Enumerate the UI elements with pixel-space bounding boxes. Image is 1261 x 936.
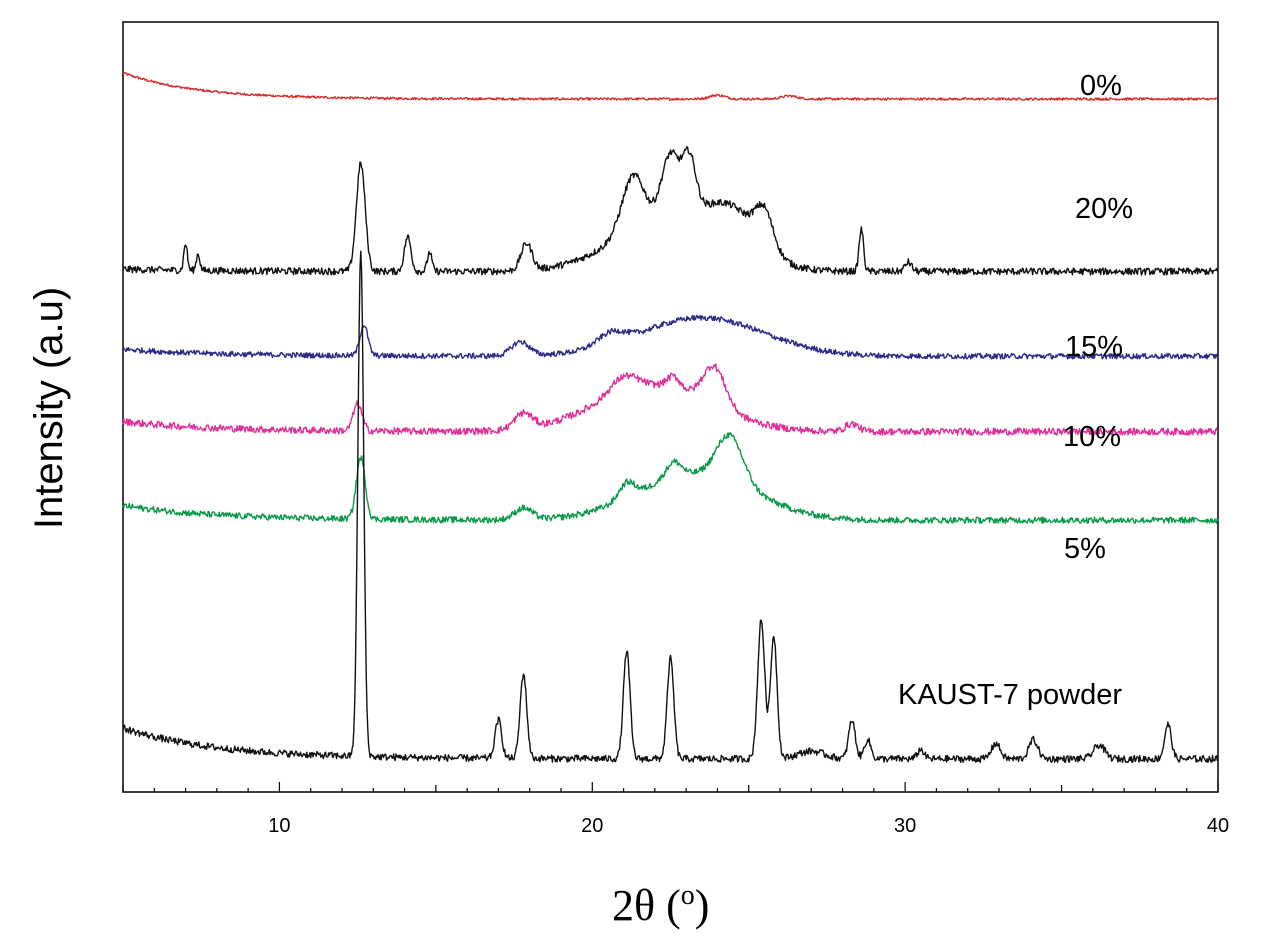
- x-axis-label: 2θ (o): [612, 880, 709, 930]
- plot-frame: [122, 21, 1219, 793]
- x-tick-label: 20: [581, 815, 603, 837]
- series-line-0: [122, 71, 1219, 101]
- series-label-4: 5%: [1064, 533, 1106, 565]
- series-label-2: 15%: [1065, 331, 1123, 363]
- series-label-1: 20%: [1075, 193, 1133, 225]
- series-line-5: [122, 250, 1219, 764]
- x-axis-label-main: 2θ (: [612, 881, 681, 930]
- series-labels: 0% 20% 15% 10% 5% KAUST-7 powder: [898, 70, 1133, 711]
- x-axis-label-sup: o: [681, 880, 695, 911]
- series-line-4: [122, 432, 1219, 524]
- x-tick-label: 30: [894, 815, 916, 837]
- y-axis-label: Intensity (a.u): [27, 287, 71, 529]
- series-label-0: 0%: [1080, 70, 1122, 102]
- x-tick-label: 40: [1207, 815, 1229, 837]
- x-tick-label: 10: [268, 815, 290, 837]
- x-ticks: 10 20 30 40: [122, 782, 1229, 837]
- series-label-3: 10%: [1063, 421, 1121, 453]
- x-axis-label-close: ): [695, 881, 710, 930]
- series-line-1: [122, 145, 1219, 276]
- series-label-5: KAUST-7 powder: [898, 679, 1122, 711]
- series-line-2: [122, 314, 1219, 360]
- series-line-3: [122, 363, 1219, 436]
- series-group: [122, 71, 1219, 764]
